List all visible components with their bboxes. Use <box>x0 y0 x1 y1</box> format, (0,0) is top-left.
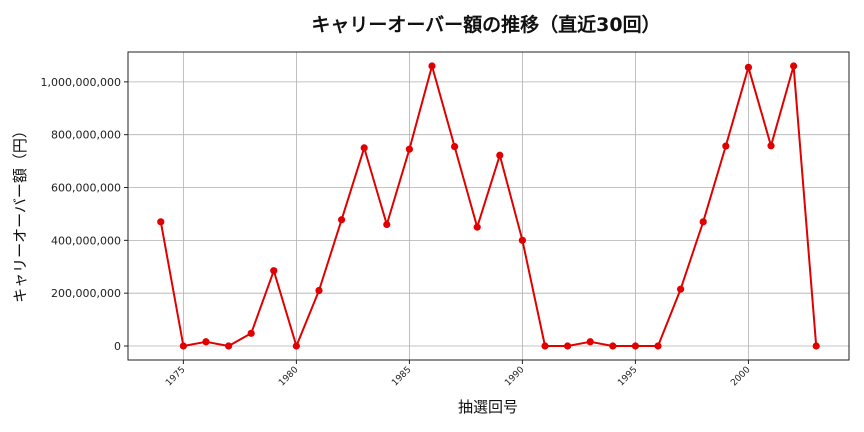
x-axis-label: 抽選回号 <box>458 398 518 416</box>
data-point <box>744 63 753 71</box>
data-point <box>270 267 278 275</box>
x-tick-label: 2000 <box>729 365 752 388</box>
data-point <box>631 342 640 350</box>
data-point <box>450 142 459 151</box>
y-tick-label: 600,000,000 <box>51 182 121 195</box>
data-point <box>179 342 187 350</box>
data-point <box>496 151 504 159</box>
data-point <box>790 62 798 70</box>
data-point <box>812 342 820 350</box>
data-point <box>247 329 255 337</box>
x-tick-label: 1995 <box>616 365 639 388</box>
data-point <box>699 218 707 226</box>
x-axis: 1975 1980 1985 1990 1995 2000 <box>164 360 753 388</box>
y-tick-label: 800,000,000 <box>51 129 121 142</box>
data-point <box>541 342 549 350</box>
data-point <box>586 338 594 346</box>
y-axis: 0 200,000,000 400,000,000 600,000,000 800,00… <box>41 76 128 353</box>
data-point <box>360 144 368 152</box>
data-point <box>654 342 662 350</box>
data-point <box>157 218 165 226</box>
y-tick-label: 0 <box>114 340 121 353</box>
data-point <box>722 142 730 150</box>
series-layer <box>157 62 820 350</box>
x-tick-label: 1980 <box>277 365 300 388</box>
series-line <box>159 65 818 347</box>
data-point <box>337 216 346 224</box>
data-point <box>564 342 572 350</box>
grid <box>128 52 849 360</box>
chart-title: キャリーオーバー額の推移（直近30回） <box>311 13 660 36</box>
x-tick-label: 1975 <box>164 365 187 388</box>
data-point <box>315 286 323 295</box>
data-point <box>428 62 436 70</box>
y-axis-label: キャリーオーバー額（円） <box>11 123 29 303</box>
data-point <box>518 236 527 244</box>
x-tick-label: 1985 <box>390 365 413 388</box>
y-tick-label: 200,000,000 <box>51 287 121 300</box>
data-point <box>292 342 300 350</box>
plot-area <box>127 51 850 361</box>
data-point <box>609 342 617 350</box>
data-point <box>767 142 775 150</box>
y-tick-label: 1,000,000,000 <box>41 76 121 89</box>
data-point <box>383 220 391 229</box>
y-tick-label: 400,000,000 <box>51 234 121 247</box>
x-tick-label: 1990 <box>503 365 526 388</box>
data-point <box>473 223 481 231</box>
data-point <box>202 338 210 346</box>
data-point <box>224 342 233 350</box>
data-point <box>405 145 413 153</box>
data-point <box>677 285 685 293</box>
